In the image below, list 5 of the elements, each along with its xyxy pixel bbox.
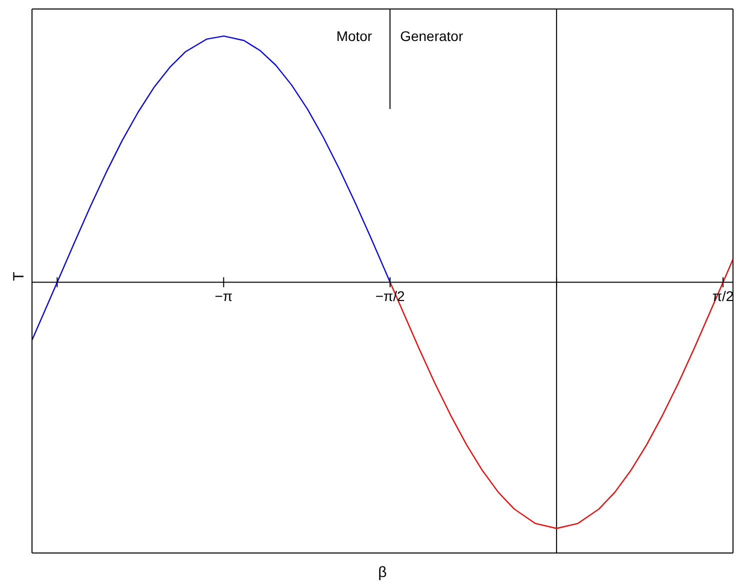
annotation: Motor [336,28,372,44]
x-tick-label: −π [214,288,233,304]
y-axis-title: T [10,272,28,281]
annotation: Generator [400,28,464,44]
x-axis-title: β [378,564,388,581]
